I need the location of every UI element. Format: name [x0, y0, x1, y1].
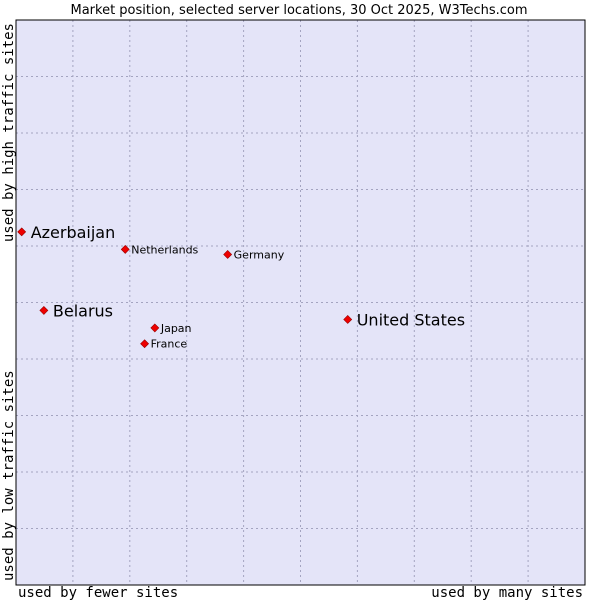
plot-frame [15, 19, 586, 586]
point-label-netherlands: Netherlands [131, 243, 198, 256]
grid-lines [16, 20, 585, 585]
x-axis-label-left: used by fewer sites [18, 585, 178, 600]
point-label-united-states: United States [357, 310, 465, 329]
data-point-japan: Japan [150, 322, 192, 335]
x-axis-label-right: used by many sites [431, 585, 583, 600]
data-point-belarus: Belarus [39, 301, 113, 320]
marker-france [140, 339, 150, 349]
marker-japan [150, 323, 160, 333]
marker-azerbaijan [17, 227, 27, 237]
point-label-japan: Japan [160, 322, 192, 335]
marker-belarus [39, 305, 49, 315]
marker-united-states [343, 315, 353, 324]
marker-germany [223, 250, 233, 259]
data-point-united-states: United States [343, 310, 465, 329]
point-label-belarus: Belarus [53, 301, 113, 320]
y-axis-label-bottom: used by low traffic sites [1, 370, 17, 581]
data-point-netherlands: Netherlands [120, 243, 199, 256]
point-label-azerbaijan: Azerbaijan [31, 223, 116, 242]
data-point-germany: Germany [223, 248, 285, 261]
data-points: Azerbaijan Netherlands Germany Belarus Unite… [17, 223, 465, 351]
data-point-france: France [140, 338, 188, 351]
y-axis-label-top: used by high traffic sites [1, 23, 17, 242]
point-label-germany: Germany [234, 248, 285, 261]
marker-netherlands [120, 244, 130, 254]
data-point-azerbaijan: Azerbaijan [17, 223, 116, 242]
chart-title: Market position, selected server locatio… [70, 3, 527, 18]
point-label-france: France [151, 338, 188, 351]
